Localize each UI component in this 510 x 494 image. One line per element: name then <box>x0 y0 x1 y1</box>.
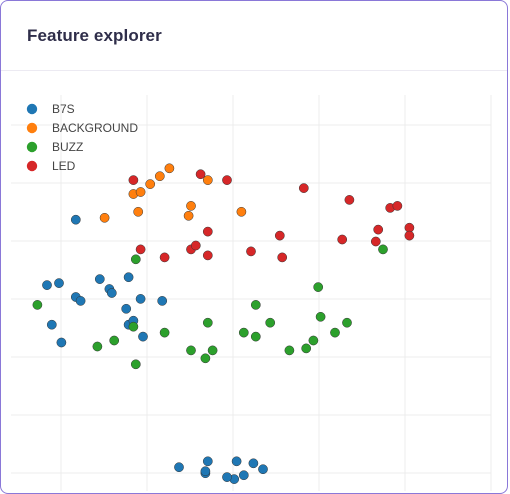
data-point[interactable] <box>71 215 80 224</box>
data-point[interactable] <box>246 247 255 256</box>
data-point[interactable] <box>201 354 210 363</box>
legend-item-background[interactable]: BACKGROUND <box>27 121 139 135</box>
data-point[interactable] <box>146 180 155 189</box>
data-point[interactable] <box>93 342 102 351</box>
legend-label: B7S <box>52 102 75 116</box>
data-point[interactable] <box>285 346 294 355</box>
legend-item-buzz[interactable]: BUZZ <box>27 140 84 154</box>
data-point[interactable] <box>134 207 143 216</box>
data-point[interactable] <box>110 336 119 345</box>
data-point[interactable] <box>122 304 131 313</box>
data-point[interactable] <box>316 312 325 321</box>
legend-item-led[interactable]: LED <box>27 159 76 173</box>
data-point[interactable] <box>201 467 210 476</box>
data-point[interactable] <box>237 207 246 216</box>
data-point[interactable] <box>174 463 183 472</box>
card-header: Feature explorer <box>1 1 507 71</box>
data-point[interactable] <box>186 346 195 355</box>
legend-item-b7s[interactable]: B7S <box>27 102 75 116</box>
data-point[interactable] <box>160 328 169 337</box>
data-point[interactable] <box>278 253 287 262</box>
data-point[interactable] <box>251 300 260 309</box>
data-point[interactable] <box>374 225 383 234</box>
legend-marker <box>27 123 37 133</box>
data-point[interactable] <box>124 273 133 282</box>
data-point[interactable] <box>47 320 56 329</box>
data-point[interactable] <box>299 184 308 193</box>
data-point[interactable] <box>249 459 258 468</box>
legend-marker <box>27 161 37 171</box>
data-point[interactable] <box>131 360 140 369</box>
data-point[interactable] <box>393 201 402 210</box>
data-point[interactable] <box>222 473 231 482</box>
data-point[interactable] <box>222 176 231 185</box>
data-point[interactable] <box>129 322 138 331</box>
legend: B7S BACKGROUND BUZZ LED <box>27 102 139 173</box>
data-point[interactable] <box>309 336 318 345</box>
data-point[interactable] <box>160 253 169 262</box>
data-point[interactable] <box>33 300 42 309</box>
data-point[interactable] <box>158 296 167 305</box>
data-point[interactable] <box>239 328 248 337</box>
data-point[interactable] <box>138 332 147 341</box>
scatter-plot[interactable]: B7S BACKGROUND BUZZ LED <box>1 71 508 494</box>
series-buzz <box>33 245 388 369</box>
data-point[interactable] <box>95 275 104 284</box>
legend-marker <box>27 142 37 152</box>
data-point[interactable] <box>136 294 145 303</box>
data-point[interactable] <box>371 237 380 246</box>
data-point[interactable] <box>155 172 164 181</box>
data-point[interactable] <box>136 187 145 196</box>
data-point[interactable] <box>184 211 193 220</box>
data-point[interactable] <box>203 251 212 260</box>
legend-label: BUZZ <box>52 140 83 154</box>
data-point[interactable] <box>314 283 323 292</box>
data-point[interactable] <box>232 457 241 466</box>
data-point[interactable] <box>208 346 217 355</box>
data-point[interactable] <box>203 227 212 236</box>
legend-label: LED <box>52 159 76 173</box>
data-point[interactable] <box>54 279 63 288</box>
scatter-plot-area[interactable]: B7S BACKGROUND BUZZ LED <box>1 71 507 493</box>
data-point[interactable] <box>42 281 51 290</box>
data-point[interactable] <box>196 170 205 179</box>
data-point[interactable] <box>251 332 260 341</box>
data-point[interactable] <box>345 195 354 204</box>
data-point[interactable] <box>378 245 387 254</box>
data-point[interactable] <box>129 176 138 185</box>
legend-label: BACKGROUND <box>52 121 138 135</box>
data-point[interactable] <box>186 201 195 210</box>
grid <box>11 95 491 491</box>
data-point[interactable] <box>330 328 339 337</box>
data-point[interactable] <box>76 296 85 305</box>
data-point[interactable] <box>165 164 174 173</box>
data-point[interactable] <box>191 241 200 250</box>
data-point[interactable] <box>239 471 248 480</box>
data-point[interactable] <box>203 318 212 327</box>
data-point[interactable] <box>203 457 212 466</box>
data-point[interactable] <box>338 235 347 244</box>
card-title: Feature explorer <box>27 26 162 46</box>
data-point[interactable] <box>258 465 267 474</box>
data-point[interactable] <box>405 231 414 240</box>
series-background <box>100 164 246 223</box>
data-point[interactable] <box>131 255 140 264</box>
data-point[interactable] <box>57 338 66 347</box>
data-point[interactable] <box>136 245 145 254</box>
data-point[interactable] <box>107 288 116 297</box>
data-point[interactable] <box>266 318 275 327</box>
legend-marker <box>27 104 37 114</box>
data-point[interactable] <box>100 213 109 222</box>
data-point[interactable] <box>342 318 351 327</box>
series-b7s <box>42 215 267 484</box>
data-point[interactable] <box>275 231 284 240</box>
data-point[interactable] <box>302 344 311 353</box>
